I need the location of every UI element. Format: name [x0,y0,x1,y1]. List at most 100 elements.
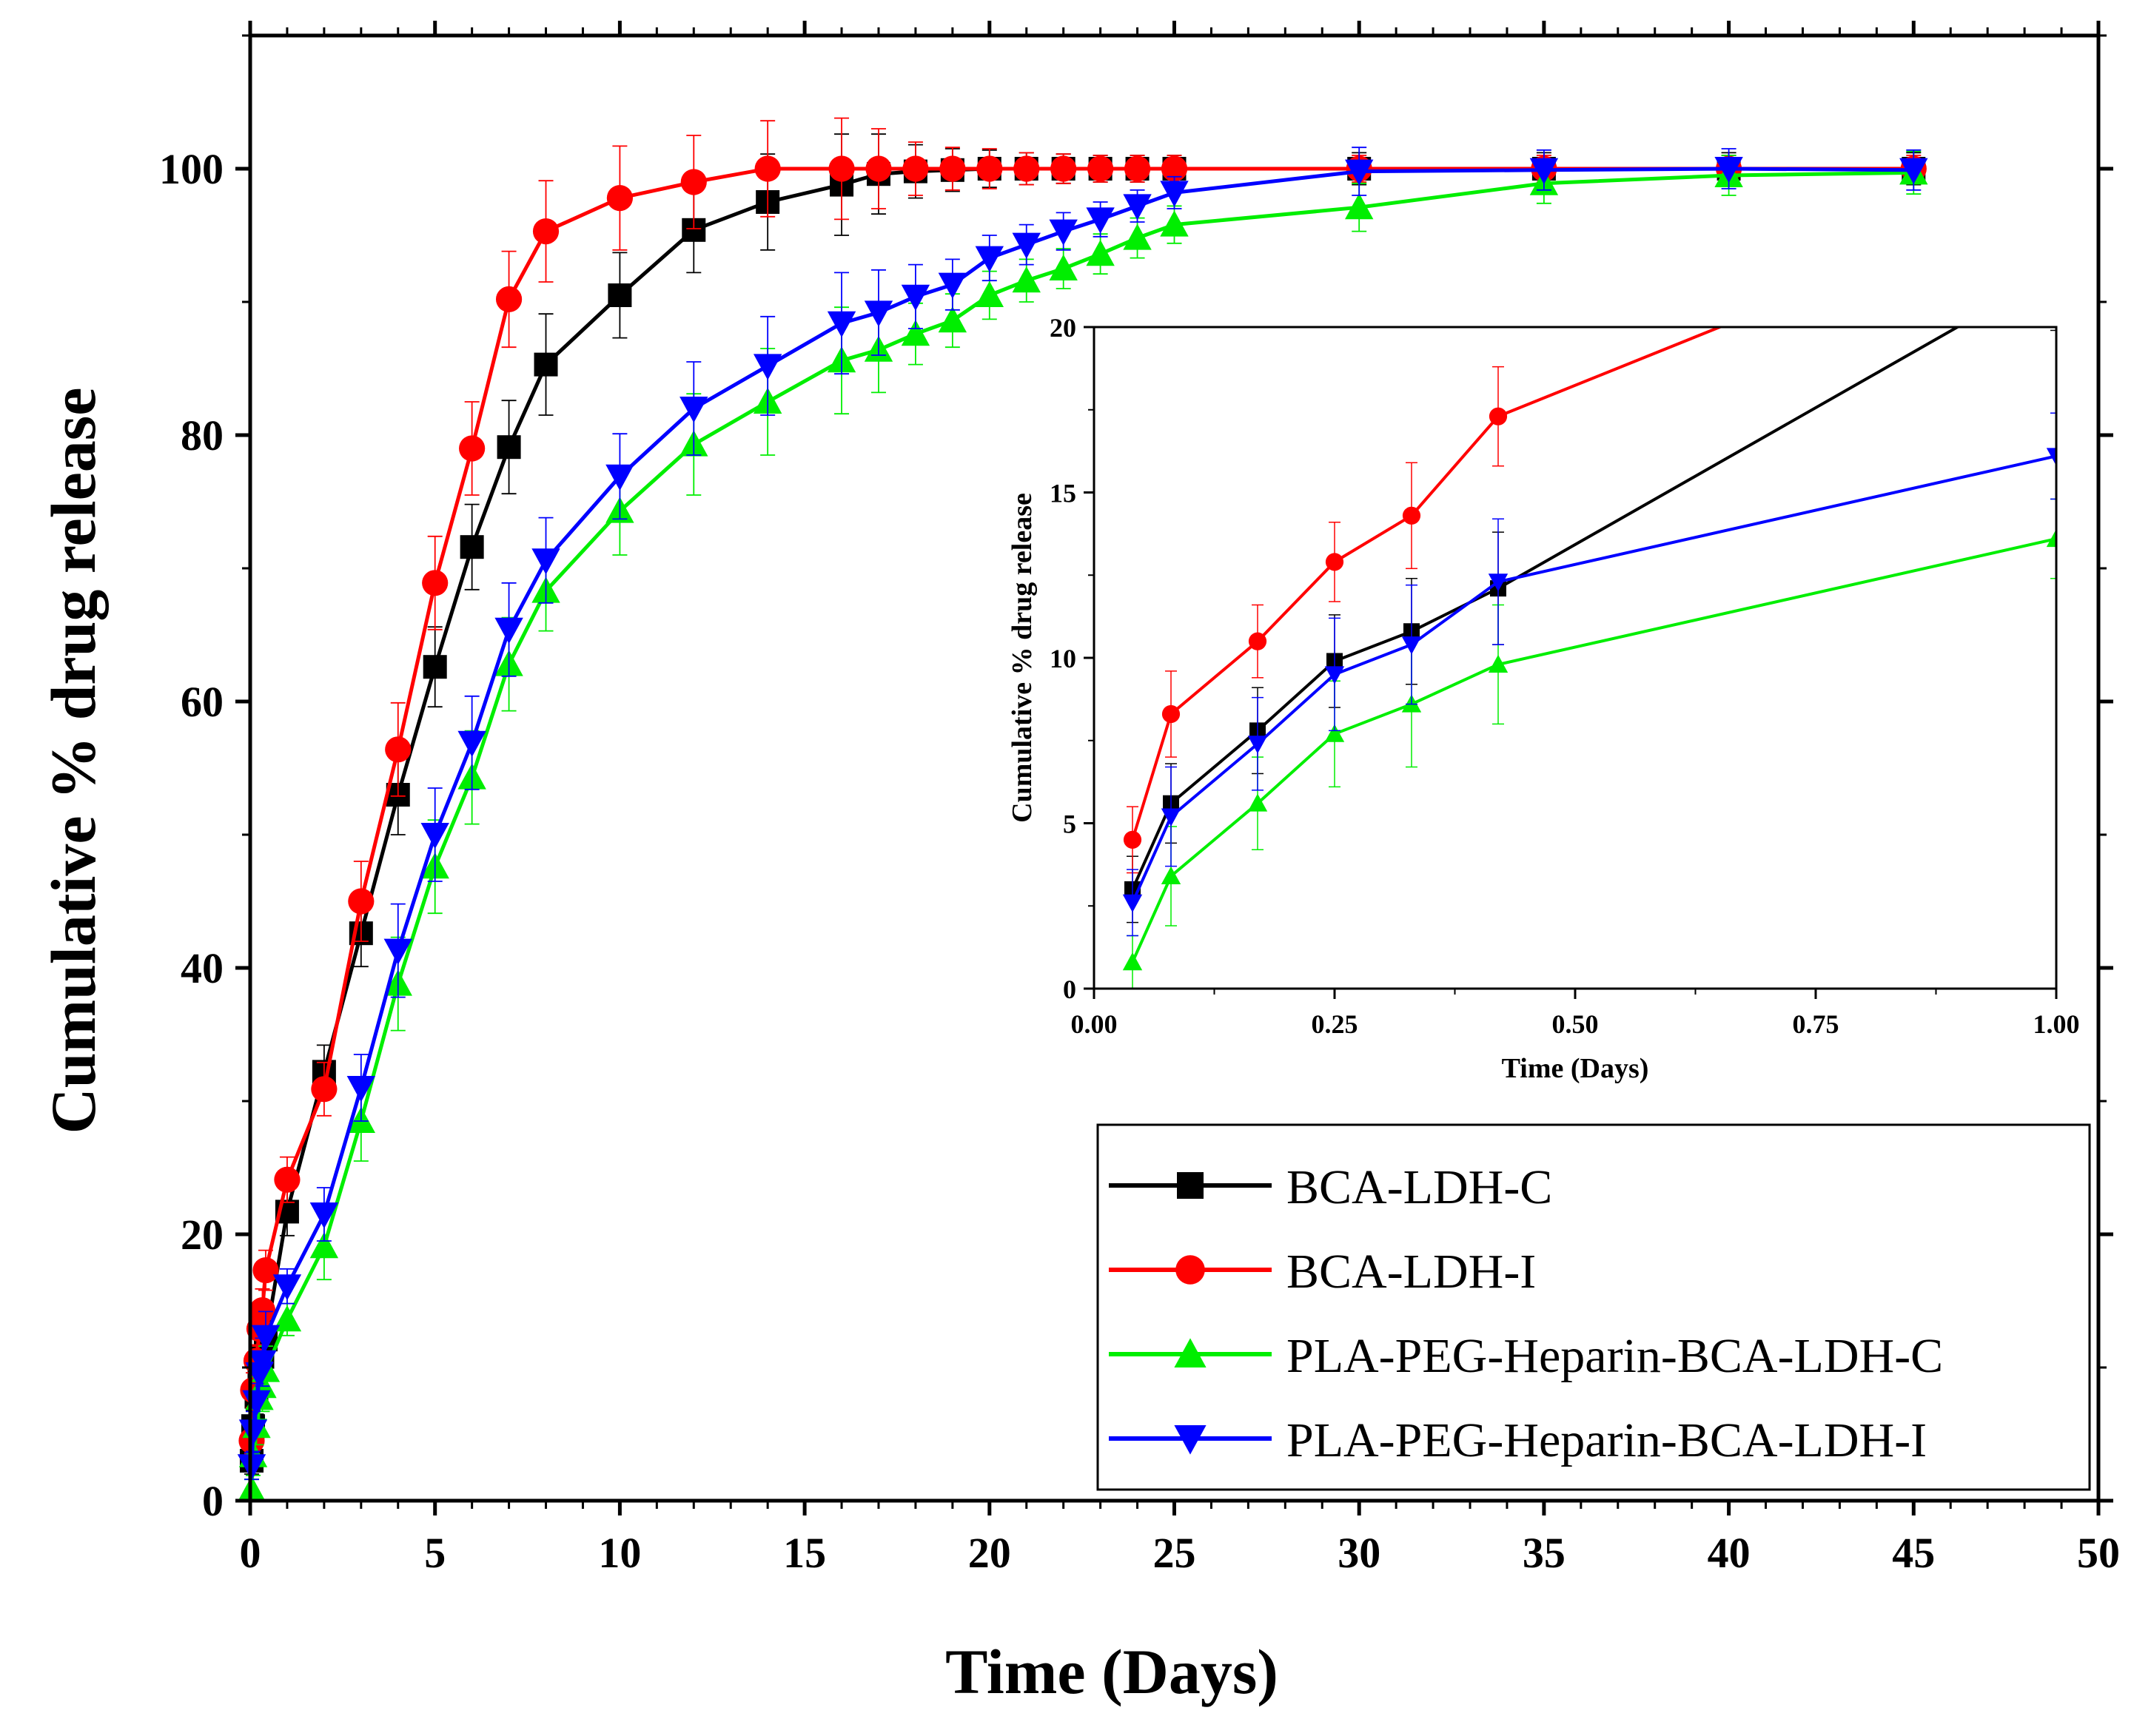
data-point [902,155,929,182]
data-point [245,1362,274,1389]
main-y-axis-title: Cumulative % drug release [38,388,109,1134]
inset-x-tick-label: 0.75 [1793,1009,1839,1039]
inset-plot: 0.00 0.25 0.50 0.75 1.00 0 5 10 15 20 Time (Days)… [1007,263,2080,1084]
inset-x-tick-label: 0.00 [1071,1009,1118,1039]
legend-label: PLA-PEG-Heparin-BCA-LDH-C [1286,1329,1943,1383]
data-point [1049,254,1078,280]
inset-line-pla-peg-heparin-bca-ldh-i [1131,454,2056,904]
inset-line-pla-peg-heparin-bca-ldh-c [1131,537,2056,963]
data-point [495,286,523,312]
data-point [420,823,449,850]
inset-data-point [1325,553,1344,571]
data-point [459,435,486,462]
data-point [1714,157,1743,184]
data-point [1345,159,1374,186]
data-point [1012,266,1041,293]
y-tick-label: 0 [202,1477,224,1525]
x-tick-label: 20 [968,1529,1011,1577]
legend-marker [1175,1255,1205,1285]
y-tick-label: 60 [181,678,224,726]
x-tick-label: 5 [424,1529,446,1577]
inset-y-tick-label: 10 [1050,644,1076,673]
x-tick-label: 30 [1338,1529,1380,1577]
data-point [1529,158,1559,184]
data-point [975,246,1004,272]
data-point [901,284,930,311]
inset-line-bca-ldh-c [1131,327,1961,890]
inset-data-point [1248,632,1267,650]
x-tick-label: 10 [598,1529,641,1577]
legend-entry-pla-peg-heparin-bca-ldh-c: PLA-PEG-Heparin-BCA-LDH-C [1109,1329,1943,1383]
inset-series-pla-peg-heparin-bca-ldh-i [1122,412,2056,937]
inset-series-bca-ldh-i [1123,327,1724,874]
data-point [938,306,967,333]
data-point [1123,223,1152,250]
data-point [1087,155,1114,182]
inset-y-tick-label: 5 [1063,810,1076,839]
inset-data-point [1247,736,1268,754]
inset-data-point [2046,448,2056,466]
data-point [938,272,967,299]
inset-background [1094,327,2056,989]
inset-data-point [1123,830,1142,849]
data-point [605,464,634,491]
data-point [827,311,856,337]
data-point [383,938,412,965]
y-tick-label: 20 [181,1211,224,1259]
inset-data-point [1324,724,1345,742]
data-point [1124,155,1151,182]
data-point [1123,194,1152,221]
legend-label: BCA-LDH-I [1286,1245,1536,1299]
legend-label: PLA-PEG-Heparin-BCA-LDH-I [1286,1413,1927,1467]
data-point [252,1257,279,1284]
data-point [976,155,1003,182]
x-tick-label: 25 [1153,1529,1196,1577]
data-point [348,888,375,915]
legend-marker [1174,1425,1207,1455]
data-point [1049,219,1078,246]
legend-entry-bca-ldh-i: BCA-LDH-I [1109,1245,1536,1299]
inset-series-layer [1122,263,2064,989]
data-point [309,1232,339,1259]
data-point [1160,181,1189,207]
data-point [1345,193,1374,220]
inset-data-point [1488,573,1509,592]
inset-data-point [2048,263,2064,279]
inset-ticks-layer: 0.00 0.25 0.50 0.75 1.00 0 5 10 15 20 [1050,313,2080,1039]
inset-data-point [1489,407,1508,425]
inset-x-tick-label: 1.00 [2033,1009,2080,1039]
x-tick-label: 0 [240,1529,261,1577]
inset-x-tick-label: 0.50 [1552,1009,1599,1039]
data-point [494,617,523,644]
data-point [1050,155,1077,182]
inset-x-axis-title: Time (Days) [1502,1053,1649,1084]
data-point [1086,207,1115,234]
data-point [422,570,449,596]
data-point [753,354,782,380]
data-point [460,535,484,559]
data-point [274,1166,301,1193]
inset-y-tick-label: 0 [1063,975,1076,1004]
data-point [423,655,447,679]
data-point [531,548,560,575]
data-point [1899,158,1928,184]
x-tick-label: 40 [1708,1529,1751,1577]
data-point [309,1202,339,1229]
data-point [272,1274,302,1301]
data-point [864,300,893,327]
data-point [975,280,1004,307]
inset-data-point [1488,654,1509,673]
inset-y-axis-title: Cumulative % drug release [1007,493,1038,823]
inset-data-point [1401,636,1422,655]
inset-data-point [1161,704,1181,724]
inset-data-point [1324,666,1345,684]
data-point [608,283,632,307]
data-point [251,1325,281,1351]
y-tick-label: 100 [159,145,224,193]
data-point [679,397,708,423]
data-point [249,1297,276,1324]
data-point [272,1305,302,1332]
legend-marker [1174,1338,1207,1367]
